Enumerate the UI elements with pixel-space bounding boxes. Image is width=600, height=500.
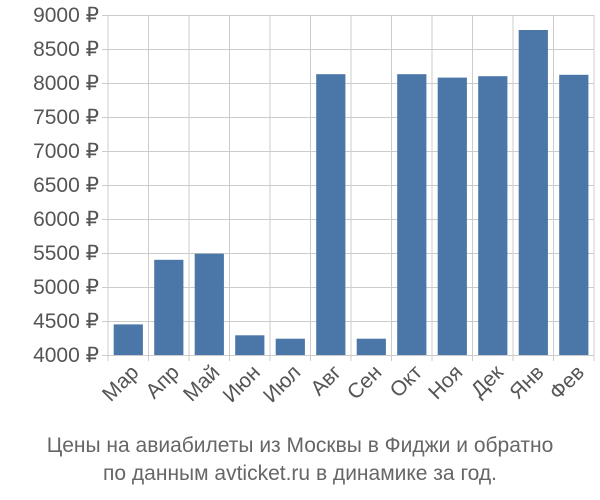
bar-1 xyxy=(113,324,143,355)
x-tick-label: Июн xyxy=(219,361,265,407)
bar-12 xyxy=(559,74,589,356)
chart-caption-line-1: Цены на авиабилеты из Москвы в Фиджи и о… xyxy=(46,434,554,457)
bar-2 xyxy=(154,259,184,355)
y-tick-label: 7500 ₽ xyxy=(33,106,99,129)
y-tick-label: 5500 ₽ xyxy=(33,242,99,265)
y-tick-label: 4000 ₽ xyxy=(33,344,99,367)
y-tick-label: 5000 ₽ xyxy=(33,276,99,299)
bar-chart: 4000 ₽ 4500 ₽ 5000 ₽ 5500 ₽ 6000 ₽ 6500 ₽ 7000… xyxy=(33,4,595,407)
x-tick-label: Авг xyxy=(306,361,346,401)
x-tick-label: Ноя xyxy=(424,361,467,404)
x-tick-label: Сен xyxy=(343,361,386,404)
bar-4 xyxy=(235,335,265,355)
y-tick-label: 4500 ₽ xyxy=(33,310,99,333)
bar-10 xyxy=(478,76,508,355)
bar-11 xyxy=(518,30,548,355)
y-tick-label: 8000 ₽ xyxy=(33,72,99,95)
y-tick-label: 6500 ₽ xyxy=(33,174,99,197)
bars xyxy=(113,30,589,356)
bar-7 xyxy=(356,338,386,355)
x-tick-label: Апр xyxy=(141,361,183,403)
grid-lines xyxy=(102,15,595,361)
y-tick-label: 7000 ₽ xyxy=(33,140,99,163)
chart-caption-line-2: по данным avticket.ru в динамике за год. xyxy=(103,462,497,485)
bar-5 xyxy=(275,338,305,355)
x-tick-label: Янв xyxy=(505,361,548,404)
x-tick-label: Июл xyxy=(259,361,305,407)
y-tick-label: 9000 ₽ xyxy=(33,4,99,27)
bar-3 xyxy=(194,253,224,355)
x-tick-label: Окт xyxy=(386,361,428,403)
x-tick-label: Мар xyxy=(98,361,143,406)
y-tick-label: 8500 ₽ xyxy=(33,38,99,61)
bar-8 xyxy=(397,74,427,355)
x-tick-label: Дек xyxy=(467,360,509,402)
x-tick-label: Фев xyxy=(545,361,589,405)
bar-9 xyxy=(437,77,467,355)
bar-6 xyxy=(316,74,346,355)
y-axis-tick-labels: 4000 ₽ 4500 ₽ 5000 ₽ 5500 ₽ 6000 ₽ 6500 ₽ 7000… xyxy=(33,4,99,367)
y-tick-label: 6000 ₽ xyxy=(33,208,99,231)
x-tick-label: Май xyxy=(179,361,224,406)
